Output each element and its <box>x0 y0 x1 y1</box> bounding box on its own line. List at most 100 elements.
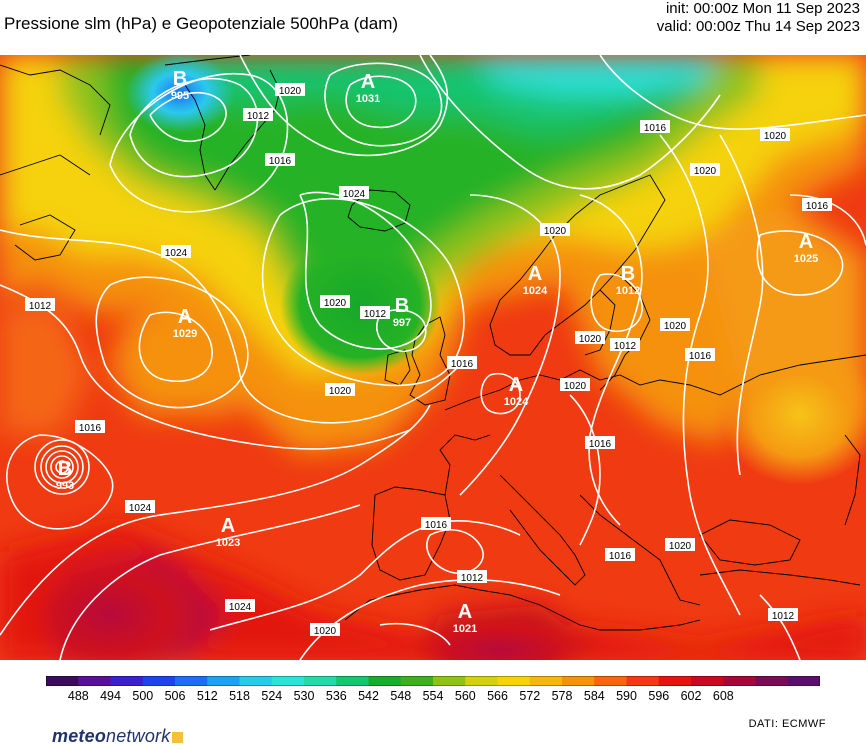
svg-text:1020: 1020 <box>664 321 687 332</box>
colorbar-tick-label: 596 <box>648 689 670 703</box>
weather-map[interactable]: 1024 1012 1020 1016 1024 1020 1012 1016 1020 1012… <box>0 55 866 660</box>
center-value: 993 <box>56 480 74 492</box>
svg-text:1012: 1012 <box>614 341 637 352</box>
colorbar-tick-label: 524 <box>261 689 283 703</box>
colorbar-tick-label: 530 <box>293 689 315 703</box>
colorbar-swatch <box>78 676 111 686</box>
colorbar-swatch <box>368 676 402 686</box>
colorbar-swatch <box>658 676 692 686</box>
coast-black-sea <box>699 519 801 566</box>
isobar-label: 1024 <box>125 500 155 514</box>
init-time: init: 00:00z Mon 11 Sep 2023 <box>665 0 860 17</box>
colorbar <box>46 676 820 686</box>
geopotential-field <box>0 55 866 660</box>
isobar-label: 1012 <box>25 298 55 312</box>
isobar-label: 1016 <box>585 436 615 450</box>
coast-caspian <box>844 434 861 526</box>
isobar-label: 1020 <box>540 223 570 237</box>
center-letter: A <box>528 263 542 285</box>
svg-text:1016: 1016 <box>644 123 667 134</box>
center-letter: A <box>799 231 813 253</box>
colorbar-swatch <box>142 676 176 686</box>
isobar-label: 1012 <box>360 306 390 320</box>
isobar-label: 1012 <box>243 108 273 122</box>
colorbar-tick-label: 560 <box>454 689 476 703</box>
center-value: 995 <box>171 90 189 102</box>
center-value: 1023 <box>216 537 240 549</box>
isobar-label: 1016 <box>447 356 477 370</box>
svg-text:1016: 1016 <box>806 201 829 212</box>
colorbar-tick-label: 578 <box>551 689 573 703</box>
colorbar-tick-label: 584 <box>583 689 605 703</box>
colorbar-tick-label: 488 <box>67 689 89 703</box>
coast-labrador <box>0 64 111 136</box>
brand-square-icon <box>172 732 184 743</box>
colorbar-tick-label: 542 <box>358 689 379 703</box>
colorbar-swatch <box>271 676 305 686</box>
isobar-label: 1020 <box>690 163 720 177</box>
isobar-label: 1016 <box>685 348 715 362</box>
svg-text:1024: 1024 <box>129 503 152 514</box>
isobar-label: 1020 <box>325 383 355 397</box>
center-value: 1021 <box>453 623 477 635</box>
colorbar-swatch <box>626 676 660 686</box>
colorbar-tick-label: 566 <box>487 689 508 703</box>
colorbar-swatch <box>175 676 208 686</box>
svg-text:1016: 1016 <box>425 520 448 531</box>
svg-text:1016: 1016 <box>79 423 102 434</box>
colorbar-swatch <box>400 676 434 686</box>
colorbar-swatch <box>207 676 240 686</box>
coastlines <box>0 55 866 631</box>
colorbar-swatch <box>433 676 466 686</box>
svg-text:1020: 1020 <box>564 381 587 392</box>
isobar-label: 1020 <box>575 331 605 345</box>
coast-iberia <box>371 486 451 581</box>
svg-text:1020: 1020 <box>279 86 302 97</box>
colorbar-tick-label: 506 <box>164 689 186 703</box>
isobar-label: 1024 <box>339 186 369 200</box>
svg-text:1012: 1012 <box>29 301 52 312</box>
colorbar-tick-label: 500 <box>132 689 154 703</box>
svg-text:1012: 1012 <box>364 309 387 320</box>
isobar-label: 1016 <box>75 420 105 434</box>
run-info: init: 00:00z Mon 11 Sep 2023 valid: 00:0… <box>657 0 860 36</box>
svg-text:1012: 1012 <box>461 573 484 584</box>
data-credit: DATI: ECMWF <box>748 718 826 730</box>
isobar-label: 1016 <box>802 198 832 212</box>
center-letter: B <box>58 458 72 480</box>
colorbar-tick-label: 536 <box>325 689 347 703</box>
center-letter: B <box>621 263 635 285</box>
colorbar-tick-label: 608 <box>712 689 734 703</box>
isobar-label: 1020 <box>665 538 695 552</box>
isobar-label: 1016 <box>265 153 295 167</box>
colorbar-tick-label: 512 <box>196 689 218 703</box>
svg-text:1020: 1020 <box>329 386 352 397</box>
colorbar-swatch <box>594 676 627 686</box>
colorbar-tick-label: 602 <box>680 689 702 703</box>
colorbar-swatch <box>529 676 563 686</box>
coast-newfoundland <box>0 154 91 261</box>
center-value: 1031 <box>356 93 380 105</box>
svg-text:1024: 1024 <box>343 189 366 200</box>
colorbar-swatch <box>110 676 144 686</box>
center-value: 997 <box>393 317 411 329</box>
colorbar-tick-label: 518 <box>229 689 250 703</box>
colorbar-swatch <box>497 676 531 686</box>
colorbar-tick-label: 590 <box>616 689 637 703</box>
center-value: 1025 <box>794 253 818 265</box>
coast-iceland <box>347 189 411 232</box>
isobar-label: 1020 <box>560 378 590 392</box>
isobar-label: 1016 <box>421 517 451 531</box>
svg-text:1020: 1020 <box>764 131 787 142</box>
colorbar-swatch <box>336 676 369 686</box>
svg-text:1020: 1020 <box>579 334 602 345</box>
isobar-label: 1016 <box>605 548 635 562</box>
